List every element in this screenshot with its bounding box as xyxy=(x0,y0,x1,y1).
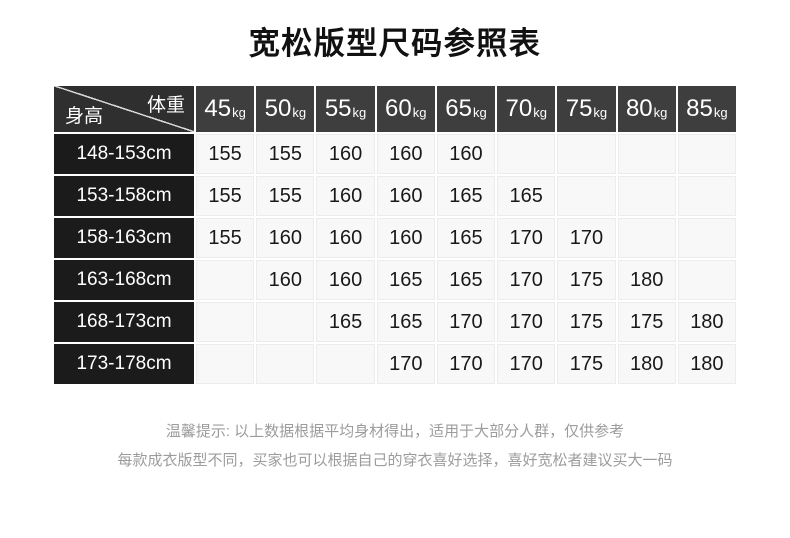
size-cell: 165 xyxy=(376,302,435,342)
size-cell: 170 xyxy=(436,344,496,384)
size-cell: 165 xyxy=(436,260,496,300)
size-cell: 180 xyxy=(677,302,736,342)
size-cell: 160 xyxy=(376,134,435,174)
size-cell xyxy=(677,260,736,300)
size-cell: 180 xyxy=(677,344,736,384)
size-cell: 165 xyxy=(497,176,556,216)
size-cell: 180 xyxy=(617,260,676,300)
size-cell xyxy=(557,176,616,216)
notice-line-2: 每款成衣版型不同，买家也可以根据自己的穿衣喜好选择，喜好宽松者建议买大一码 xyxy=(117,452,673,469)
weight-unit: kg xyxy=(593,105,608,120)
weight-header-50kg: 50 kg xyxy=(256,86,315,132)
size-cell: 170 xyxy=(436,302,496,342)
size-cell xyxy=(196,302,255,342)
size-cell xyxy=(617,176,676,216)
size-cell xyxy=(677,134,736,174)
size-cell xyxy=(617,218,676,258)
weight-unit: kg xyxy=(232,105,246,120)
height-header-163-168: 163-168cm xyxy=(54,260,194,300)
weight-value: 80 xyxy=(625,95,653,122)
size-cell: 160 xyxy=(316,260,375,300)
size-cell: 170 xyxy=(557,218,616,258)
weight-header-65kg: 65 kg xyxy=(436,86,496,132)
size-cell xyxy=(196,344,255,384)
weight-value: 45 xyxy=(204,95,232,122)
weight-value: 60 xyxy=(385,95,412,122)
weight-header-75kg: 75 kg xyxy=(557,86,616,132)
size-cell: 170 xyxy=(497,218,556,258)
size-cell: 170 xyxy=(376,344,435,384)
weight-header-45kg: 45 kg xyxy=(196,86,255,132)
size-cell: 160 xyxy=(256,218,315,258)
size-cell: 180 xyxy=(617,344,676,384)
size-cell: 165 xyxy=(436,218,496,258)
weight-unit: kg xyxy=(412,105,427,120)
height-axis-label: 身高 xyxy=(65,106,104,127)
height-header-153-158: 153-158cm xyxy=(54,176,194,216)
weight-unit: kg xyxy=(472,105,487,120)
size-cell: 160 xyxy=(376,218,435,258)
size-cell: 170 xyxy=(497,302,556,342)
size-reference-table: 体重 身高 45 kg 50 kg 55 kg 60 kg 65 kg 70 kg 75 kg… xyxy=(54,86,736,384)
height-header-173-178: 173-178cm xyxy=(54,344,194,384)
size-cell: 155 xyxy=(256,176,315,216)
size-cell: 155 xyxy=(196,218,255,258)
weight-value: 55 xyxy=(324,95,352,122)
weight-header-55kg: 55 kg xyxy=(316,86,375,132)
weight-value: 75 xyxy=(565,95,593,122)
height-header-158-163: 158-163cm xyxy=(54,218,194,258)
size-cell: 175 xyxy=(557,344,616,384)
size-cell: 170 xyxy=(497,260,556,300)
weight-value: 70 xyxy=(505,95,533,122)
size-cell xyxy=(256,344,315,384)
weight-header-60kg: 60 kg xyxy=(376,86,435,132)
size-cell: 165 xyxy=(376,260,435,300)
size-cell: 165 xyxy=(316,302,375,342)
weight-header-80kg: 80 kg xyxy=(617,86,676,132)
size-cell xyxy=(497,134,556,174)
size-cell xyxy=(677,218,736,258)
weight-value: 85 xyxy=(686,95,713,122)
size-cell: 175 xyxy=(557,302,616,342)
weight-header-85kg: 85 kg xyxy=(677,86,736,132)
size-cell: 170 xyxy=(497,344,556,384)
size-cell: 155 xyxy=(196,134,255,174)
size-cell xyxy=(316,344,375,384)
size-cell: 160 xyxy=(376,176,435,216)
notice-text: 温馨提示: 以上数据根据平均身材得出，适用于大部分人群，仅供参考 每款成衣版型不… xyxy=(0,417,790,475)
weight-unit: kg xyxy=(533,105,547,120)
corner-cell: 体重 身高 xyxy=(54,86,194,132)
size-cell xyxy=(617,134,676,174)
page-title: 宽松版型尺码参照表 xyxy=(248,26,542,61)
weight-unit: kg xyxy=(653,105,668,120)
size-cell xyxy=(196,260,255,300)
size-cell: 175 xyxy=(617,302,676,342)
size-cell: 160 xyxy=(316,218,375,258)
size-cell: 155 xyxy=(256,134,315,174)
weight-header-70kg: 70 kg xyxy=(497,86,556,132)
height-header-168-173: 168-173cm xyxy=(54,302,194,342)
notice-line-1: 温馨提示: 以上数据根据平均身材得出，适用于大部分人群，仅供参考 xyxy=(165,423,625,440)
size-cell xyxy=(256,302,315,342)
size-cell xyxy=(557,134,616,174)
weight-unit: kg xyxy=(713,105,728,120)
size-cell: 160 xyxy=(436,134,496,174)
size-cell: 155 xyxy=(196,176,255,216)
weight-value: 50 xyxy=(264,95,292,122)
size-cell xyxy=(677,176,736,216)
size-cell: 165 xyxy=(436,176,496,216)
size-cell: 175 xyxy=(557,260,616,300)
height-header-148-153: 148-153cm xyxy=(54,134,194,174)
weight-value: 65 xyxy=(445,95,472,122)
weight-axis-label: 体重 xyxy=(146,95,185,116)
weight-unit: kg xyxy=(352,105,367,120)
size-cell: 160 xyxy=(256,260,315,300)
size-cell: 160 xyxy=(316,134,375,174)
size-cell: 160 xyxy=(316,176,375,216)
weight-unit: kg xyxy=(292,105,307,120)
